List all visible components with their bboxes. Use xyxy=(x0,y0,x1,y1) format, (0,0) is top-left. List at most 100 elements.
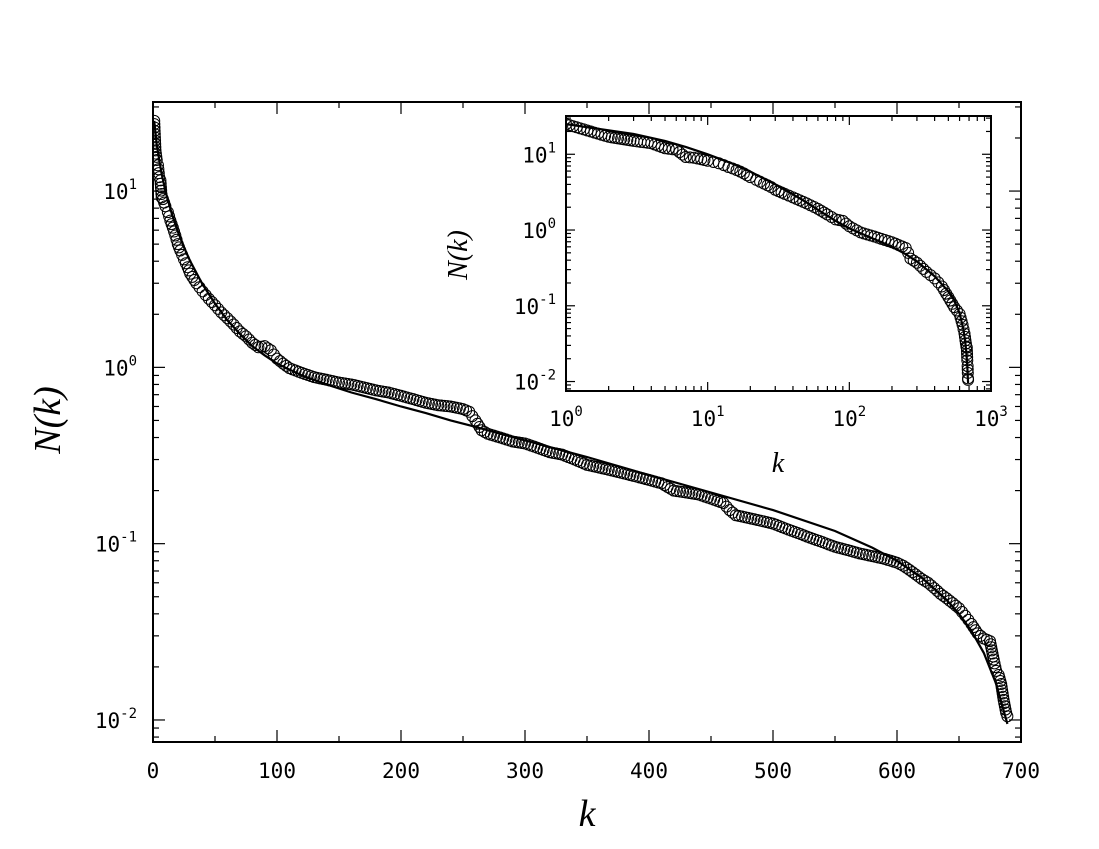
inset-data-point xyxy=(904,252,917,265)
main-data-point xyxy=(153,114,161,127)
main-data-point xyxy=(277,357,290,370)
main-y-tick-label: 10-1 xyxy=(95,530,137,557)
main-tick-labels: 0 100 200 300 400 500 600 700 10-2 10-1 100 101 xyxy=(95,177,1040,783)
main-data-point xyxy=(274,355,287,368)
inset-data-point xyxy=(840,217,853,230)
inset-data-point xyxy=(902,246,915,259)
inset-data-point xyxy=(920,265,933,278)
main-data-point xyxy=(940,592,953,605)
main-data-point xyxy=(227,318,240,331)
inset-data-point xyxy=(944,294,957,307)
inset-data-point xyxy=(811,202,824,215)
main-data-point xyxy=(153,141,162,154)
main-data-point xyxy=(903,563,916,576)
inset-data-point xyxy=(566,118,572,131)
inset-data-point xyxy=(662,142,675,155)
main-data-point xyxy=(184,267,197,280)
main-data-point xyxy=(154,177,167,190)
inset-data-point xyxy=(917,262,930,275)
inset-data-point xyxy=(935,280,948,293)
inset-x-tick-label: 101 xyxy=(691,404,725,431)
main-data-point xyxy=(438,399,451,412)
main-data-point xyxy=(190,277,203,290)
main-data-point xyxy=(240,330,252,343)
main-y-tick-label: 100 xyxy=(103,353,137,380)
main-data-point xyxy=(212,302,225,315)
inset-data-point xyxy=(961,360,974,373)
main-data-point xyxy=(196,285,209,298)
inset-data-point xyxy=(961,363,974,376)
inset-y-tick-label: 10-1 xyxy=(514,292,556,319)
inset-data-point xyxy=(670,143,683,156)
main-data-point xyxy=(267,348,280,361)
main-data-point xyxy=(161,206,174,219)
main-x-tick-label: 300 xyxy=(506,759,544,783)
main-x-tick-label: 100 xyxy=(258,759,296,783)
main-data xyxy=(153,114,1014,725)
main-data-point xyxy=(218,309,231,322)
main-y-tick-label: 101 xyxy=(103,177,137,204)
main-data-point xyxy=(271,352,283,365)
main-x-tick-label: 200 xyxy=(382,759,420,783)
main-data-point xyxy=(261,342,274,355)
main-data-point xyxy=(915,573,928,586)
inset-plot-area xyxy=(566,116,991,391)
main-x-tick-label: 500 xyxy=(754,759,792,783)
main-x-axis-title: k xyxy=(579,793,597,835)
inset-data-point xyxy=(924,269,937,282)
main-x-tick-label: 0 xyxy=(147,759,160,783)
main-data-point xyxy=(153,137,162,150)
inset-y-tick-label: 10-2 xyxy=(514,368,556,395)
main-data-point xyxy=(153,131,161,144)
main-data-point xyxy=(953,602,965,615)
inset-x-tick-label: 102 xyxy=(832,404,866,431)
inset-data-point xyxy=(666,143,679,156)
inset-tick-labels: 100 101 102 103 10-2 10-1 100 101 xyxy=(514,140,1008,431)
main-data-point xyxy=(153,154,163,167)
main-data-point xyxy=(193,281,206,294)
main-data-point xyxy=(170,233,183,246)
main-y-axis-title: N(k) xyxy=(27,386,69,455)
inset-data-point xyxy=(958,327,971,340)
main-data-point xyxy=(153,128,161,141)
inset-x-axis-title: k xyxy=(772,448,785,479)
main-data-point xyxy=(974,629,987,642)
main-frame xyxy=(152,101,1022,743)
main-data-point xyxy=(1001,710,1014,723)
inset-data-point xyxy=(932,276,945,289)
main-data-point xyxy=(435,399,448,412)
main-data-point xyxy=(949,599,962,612)
main-data-point xyxy=(720,500,733,513)
inset-data-point xyxy=(940,287,953,300)
main-data-point xyxy=(154,174,167,187)
inset-data-point xyxy=(914,259,927,272)
inset-data-point xyxy=(942,291,955,304)
main-data-point xyxy=(153,118,161,131)
main-data-point xyxy=(153,121,161,134)
inset-data-point xyxy=(815,204,828,217)
main-data-point xyxy=(202,292,215,305)
inset-x-tick-label: 103 xyxy=(974,404,1008,431)
inset-data xyxy=(566,118,975,386)
main-data-point xyxy=(224,315,237,328)
main-data-point xyxy=(153,159,164,172)
inset-y-tick-label: 100 xyxy=(522,216,556,243)
inset-data-point xyxy=(960,344,973,357)
inset-data-point xyxy=(701,154,714,167)
inset-y-tick-label: 101 xyxy=(522,140,556,167)
inset-data-point xyxy=(962,373,975,386)
main-data-point xyxy=(912,570,925,583)
inset-data-point xyxy=(910,256,923,269)
main-x-tick-label: 400 xyxy=(630,759,668,783)
main-data-point xyxy=(469,414,482,427)
inset-data-point xyxy=(818,206,831,219)
main-data-point xyxy=(233,325,246,338)
main-x-tick-label: 700 xyxy=(1002,759,1040,783)
inset-data-point xyxy=(737,167,750,180)
inset-y-axis-title: N(k) xyxy=(443,230,474,281)
main-data-point xyxy=(249,338,262,351)
inset-x-tick-label: 100 xyxy=(549,404,583,431)
main-data-point xyxy=(717,497,730,510)
main-data-point xyxy=(258,340,271,353)
